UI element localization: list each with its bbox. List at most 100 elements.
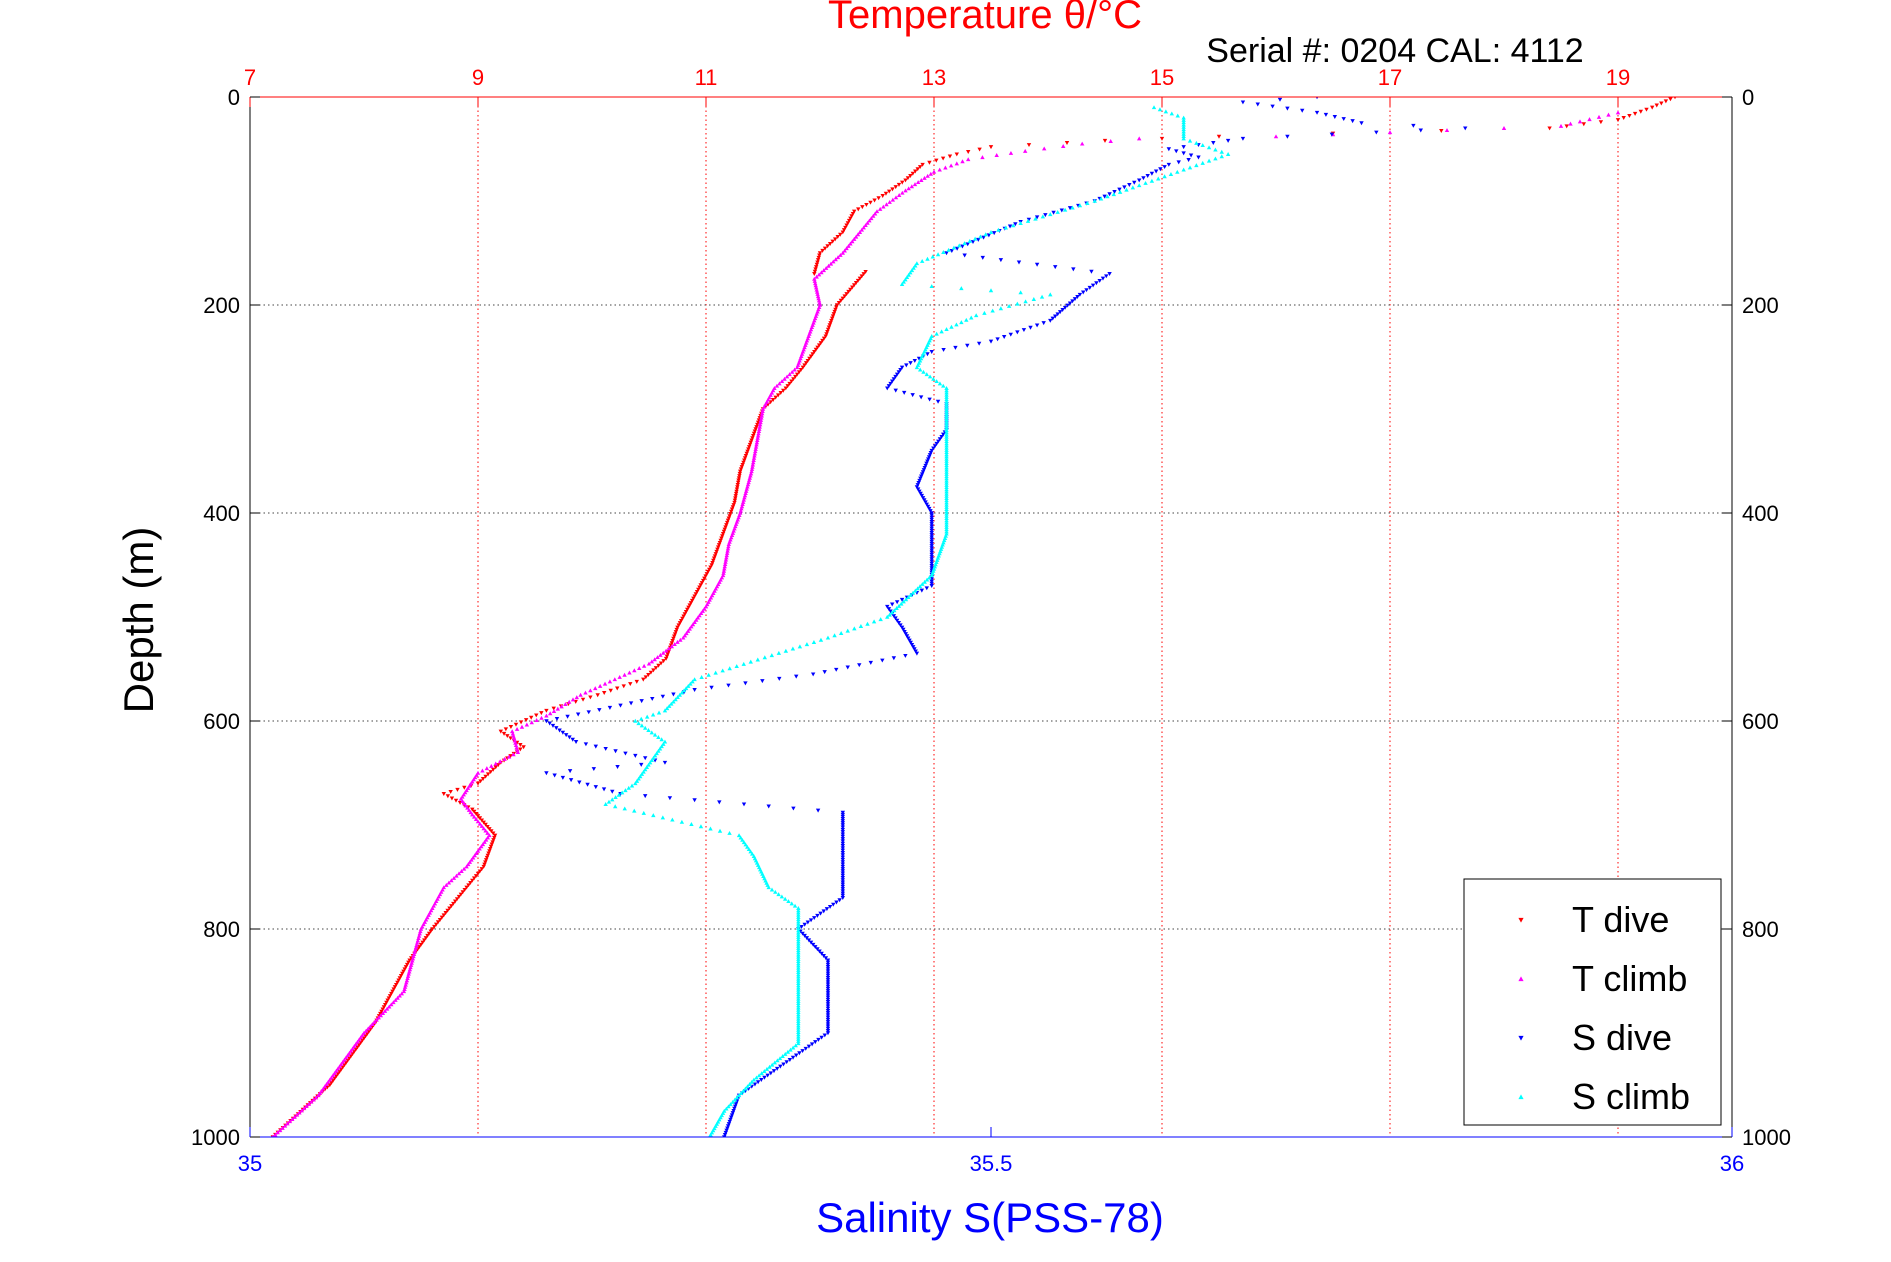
data-point	[883, 191, 889, 196]
data-point	[924, 586, 929, 591]
data-point	[796, 1016, 801, 1021]
data-point	[1060, 308, 1065, 312]
data-point	[814, 285, 819, 290]
data-point	[511, 736, 517, 741]
data-point	[462, 887, 467, 892]
data-point	[661, 741, 666, 746]
data-point	[648, 670, 654, 675]
data-point	[669, 644, 674, 649]
data-point	[776, 393, 781, 398]
data-point	[475, 871, 481, 876]
data-point	[406, 971, 411, 976]
data-point	[664, 706, 670, 711]
data-point	[928, 171, 934, 176]
data-point	[483, 774, 488, 779]
data-point	[815, 260, 820, 265]
data-point	[661, 659, 666, 664]
data-point	[783, 648, 789, 653]
data-point	[738, 1090, 744, 1095]
data-point	[439, 915, 445, 920]
data-point	[944, 403, 949, 408]
data-point	[418, 926, 424, 931]
data-point	[815, 291, 820, 296]
data-point	[686, 605, 691, 610]
data-point	[1117, 189, 1123, 194]
data-point	[345, 1058, 350, 1063]
data-point	[493, 761, 498, 766]
data-point	[475, 819, 481, 824]
data-point	[828, 321, 833, 326]
data-point	[849, 214, 854, 219]
data-point	[926, 455, 932, 460]
data-point	[922, 465, 927, 470]
data-point	[929, 579, 934, 584]
data-point	[944, 445, 949, 450]
data-point	[735, 480, 741, 485]
data-point	[796, 959, 801, 964]
data-point	[735, 483, 740, 487]
chart-subtitle: Serial #: 0204 CAL: 4112	[1206, 32, 1583, 70]
data-point	[639, 723, 645, 728]
data-point	[745, 1084, 750, 1089]
data-point	[898, 367, 903, 372]
data-point	[319, 1088, 324, 1093]
data-point	[488, 847, 493, 851]
data-point	[662, 739, 668, 744]
data-point	[468, 810, 473, 815]
data-point	[922, 579, 927, 584]
data-point	[944, 527, 949, 532]
data-point	[940, 156, 946, 161]
data-point	[838, 630, 844, 635]
data-point	[477, 816, 483, 821]
data-point	[749, 469, 754, 474]
data-point	[789, 369, 795, 374]
data-point	[681, 688, 687, 693]
data-point	[934, 331, 939, 336]
data-point	[1077, 203, 1083, 208]
legend-marker	[1518, 917, 1524, 923]
data-point	[944, 410, 949, 415]
data-point	[859, 274, 864, 279]
data-point	[322, 1084, 328, 1089]
data-point	[748, 473, 753, 478]
data-point	[944, 417, 949, 422]
data-point	[491, 831, 496, 836]
legend-label: T climb	[1572, 958, 1687, 999]
data-point	[670, 817, 675, 822]
data-point	[744, 488, 749, 493]
data-point	[698, 583, 703, 588]
data-point	[1064, 141, 1070, 145]
data-point	[1187, 165, 1193, 170]
data-point	[1089, 269, 1094, 274]
data-point	[290, 1117, 295, 1121]
data-point	[618, 703, 623, 708]
data-point	[840, 862, 845, 867]
data-point	[896, 370, 901, 375]
data-point	[828, 261, 834, 266]
data-point	[485, 830, 490, 835]
data-point	[610, 797, 615, 802]
data-point	[345, 1053, 350, 1058]
data-point	[944, 529, 949, 534]
data-point	[910, 171, 916, 176]
data-point	[404, 980, 409, 985]
data-point	[840, 857, 845, 862]
data-point	[877, 206, 883, 211]
data-point	[742, 495, 747, 500]
data-point	[941, 347, 946, 352]
data-point	[273, 1132, 278, 1137]
data-point	[944, 469, 949, 474]
data-point	[1026, 143, 1032, 148]
data-point	[466, 883, 471, 888]
data-point	[929, 539, 934, 544]
data-point	[1323, 112, 1329, 117]
data-point	[332, 1076, 337, 1081]
data-point	[813, 267, 818, 272]
data-point	[479, 818, 484, 823]
data-point	[750, 464, 755, 469]
data-point	[455, 787, 460, 792]
data-point	[733, 491, 739, 496]
data-point	[944, 425, 949, 430]
data-point	[781, 388, 786, 393]
data-point	[732, 1106, 737, 1111]
